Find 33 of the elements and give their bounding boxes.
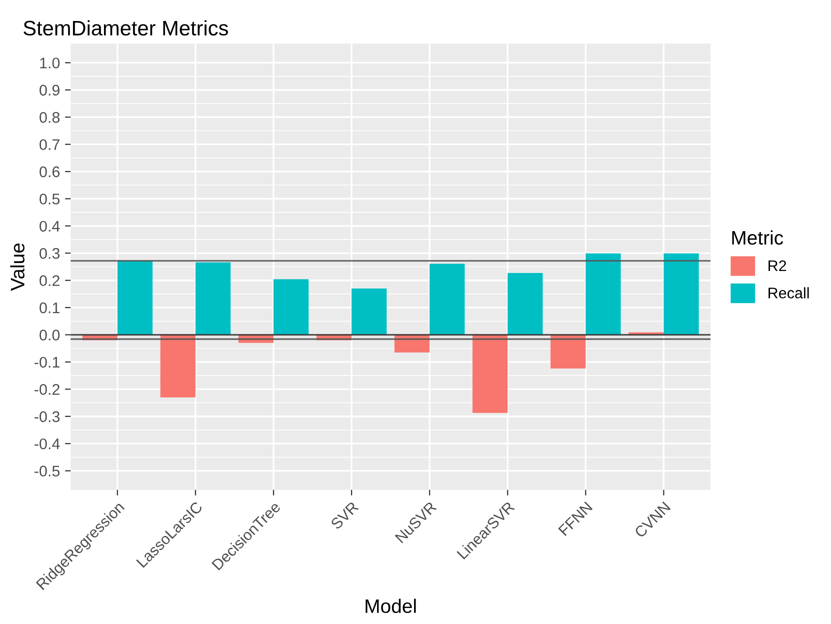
- y-tick-label: -0.1: [34, 356, 60, 368]
- y-tick-label: -0.3: [34, 411, 60, 422]
- bar: [352, 288, 387, 335]
- chart-title: StemDiameter Metrics: [24, 20, 228, 36]
- y-tick-label: 0.6: [40, 166, 60, 178]
- y-tick-label: -0.2: [34, 384, 60, 395]
- y-tick-label: -0.4: [34, 438, 60, 450]
- bar: [195, 262, 231, 335]
- x-axis-title: Model: [366, 598, 416, 614]
- bar: [508, 273, 543, 335]
- legend-title: Metric: [732, 230, 784, 245]
- y-tick-label: 0.8: [40, 112, 60, 123]
- y-tick-label: 0.4: [40, 220, 60, 232]
- y-tick-label: 0.0: [40, 330, 60, 340]
- y-tick-label: -0.5: [34, 466, 60, 476]
- bar: [550, 334, 586, 369]
- y-tick-label: 0.7: [40, 139, 60, 150]
- legend-label: Recall: [768, 287, 809, 298]
- legend-label: R2: [768, 260, 786, 272]
- bar: [274, 279, 309, 335]
- y-tick-label: 0.3: [40, 248, 60, 259]
- bar: [430, 264, 465, 335]
- y-tick-label: 1.0: [40, 58, 60, 68]
- y-tick-label: 0.5: [40, 194, 60, 204]
- y-tick-label: 0.2: [40, 275, 60, 286]
- bar: [586, 253, 621, 335]
- y-tick-label: 0.1: [40, 302, 60, 314]
- y-axis-title: Value: [10, 243, 24, 291]
- y-tick-label: 0.9: [40, 84, 60, 96]
- bar: [472, 334, 508, 413]
- bar: [117, 260, 153, 335]
- bar: [664, 253, 699, 335]
- bar: [160, 334, 196, 398]
